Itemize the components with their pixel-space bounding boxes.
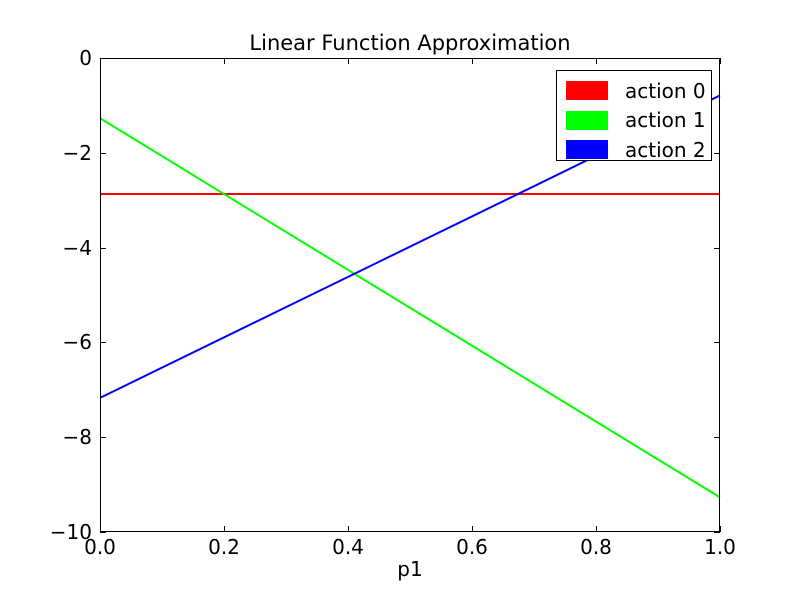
- x-tick-label: 1.0: [704, 535, 736, 559]
- x-tick-label: 0.2: [208, 535, 240, 559]
- legend: action 0 action 1 action 2: [556, 70, 712, 161]
- legend-entry: action 1: [566, 106, 711, 136]
- series-line-1: [99, 117, 721, 499]
- axes-spines: [100, 58, 720, 532]
- x-tick-label: 0.6: [456, 535, 488, 559]
- legend-swatch: [566, 110, 608, 130]
- y-tick-label: −4: [62, 235, 92, 260]
- y-tick-label: −6: [62, 330, 92, 355]
- legend-swatch: [566, 81, 608, 101]
- chart-title: Linear Function Approximation: [249, 31, 571, 55]
- y-tick-label: −2: [62, 140, 92, 165]
- legend-label: action 1: [625, 108, 706, 133]
- x-tick-label: 0.0: [84, 535, 116, 559]
- y-tick-label: 0: [79, 46, 92, 70]
- x-tick-label: 0.8: [580, 535, 612, 559]
- legend-label: action 0: [625, 78, 706, 103]
- legend-swatch: [566, 140, 608, 160]
- y-tick-label: −8: [62, 425, 92, 450]
- x-tick-label: 0.4: [332, 535, 364, 559]
- y-tick-label: −10: [49, 520, 92, 544]
- legend-entry: action 0: [566, 76, 711, 106]
- legend-entry: action 2: [566, 135, 711, 165]
- x-axis-label: p1: [397, 557, 423, 581]
- legend-label: action 2: [625, 137, 706, 162]
